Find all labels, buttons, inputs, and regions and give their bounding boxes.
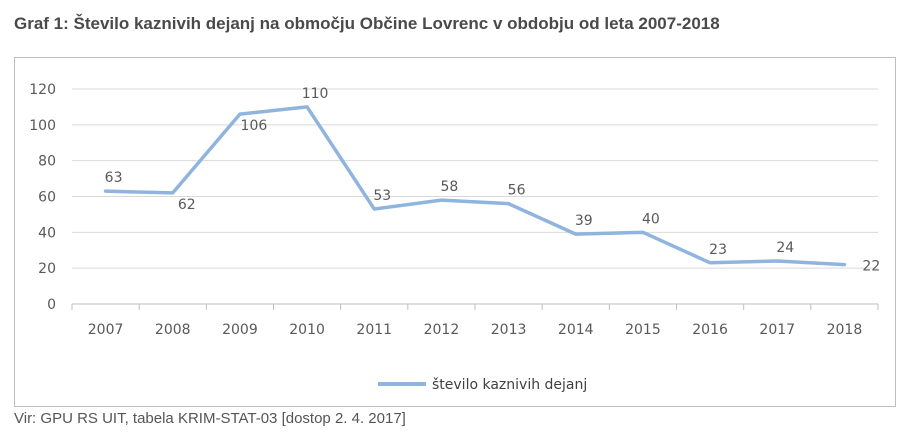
data-label: 53 (373, 188, 391, 204)
series-line (103, 105, 847, 267)
x-tick-label: 2008 (155, 322, 191, 338)
x-tick-label: 2018 (827, 322, 863, 338)
source-note: Vir: GPU RS UIT, tabela KRIM-STAT-03 [do… (14, 410, 406, 427)
x-tick-label: 2011 (356, 322, 392, 338)
line-chart: 0 20 40 60 80 100 120 2007 2008 2009 2010 2011 2012… (29, 82, 881, 393)
x-tick-label: 2007 (88, 322, 124, 338)
data-label: 63 (105, 170, 123, 186)
data-label: 39 (575, 213, 593, 229)
x-tick-label: 2017 (759, 322, 795, 338)
data-label: 22 (862, 259, 880, 275)
x-tick-label: 2009 (222, 322, 258, 338)
x-tick-label: 2014 (558, 322, 594, 338)
data-label: 110 (302, 86, 329, 102)
y-axis-ticks: 0 20 40 60 80 100 120 (29, 82, 56, 313)
data-label: 24 (776, 240, 794, 256)
x-tick-label: 2016 (692, 322, 728, 338)
series-group (103, 105, 847, 267)
chart-container (14, 57, 896, 407)
legend: število kaznivih dejanj (378, 377, 587, 393)
y-tick-label: 120 (29, 82, 56, 98)
data-label: 62 (178, 197, 196, 213)
x-tick-label: 2010 (289, 322, 325, 338)
chart-title: Graf 1: Število kaznivih dejanj na območ… (14, 14, 720, 33)
legend-label: število kaznivih dejanj (432, 377, 587, 393)
x-tick-label: 2013 (491, 322, 527, 338)
data-label: 56 (508, 183, 526, 199)
y-tick-label: 40 (38, 225, 56, 241)
x-axis (71, 304, 879, 310)
x-axis-ticks: 2007 2008 2009 2010 2011 2012 2013 2014 2015 2016… (88, 322, 862, 338)
y-tick-label: 20 (38, 261, 56, 277)
y-tick-label: 60 (38, 190, 56, 206)
data-labels: 63 62 106 110 53 58 56 39 40 23 24 22 (105, 86, 881, 275)
x-tick-label: 2012 (424, 322, 460, 338)
data-label: 106 (241, 118, 268, 134)
y-tick-label: 100 (29, 118, 56, 134)
x-tick-label: 2015 (625, 322, 661, 338)
data-label: 58 (441, 179, 459, 195)
data-label: 23 (709, 242, 727, 258)
y-tick-label: 80 (38, 154, 56, 170)
data-label: 40 (642, 211, 660, 227)
y-tick-label: 0 (47, 297, 56, 313)
